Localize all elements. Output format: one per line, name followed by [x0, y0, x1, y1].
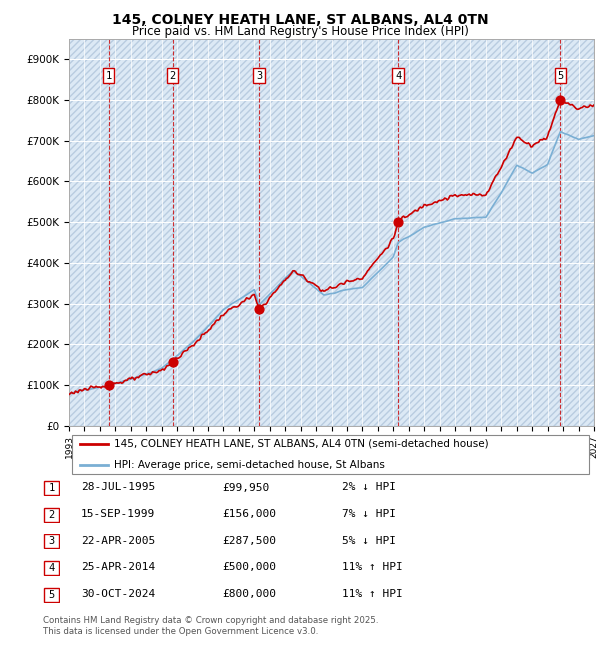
Text: 2: 2 — [49, 510, 55, 520]
FancyBboxPatch shape — [71, 435, 589, 474]
Text: 145, COLNEY HEATH LANE, ST ALBANS, AL4 0TN (semi-detached house): 145, COLNEY HEATH LANE, ST ALBANS, AL4 0… — [113, 439, 488, 448]
FancyBboxPatch shape — [44, 534, 59, 549]
Point — [104, 380, 113, 390]
Text: 3: 3 — [256, 71, 262, 81]
Text: 30-OCT-2024: 30-OCT-2024 — [81, 589, 155, 599]
Point — [394, 217, 403, 228]
Text: 4: 4 — [49, 563, 55, 573]
Text: Price paid vs. HM Land Registry's House Price Index (HPI): Price paid vs. HM Land Registry's House … — [131, 25, 469, 38]
Text: 28-JUL-1995: 28-JUL-1995 — [81, 482, 155, 493]
FancyBboxPatch shape — [44, 561, 59, 575]
Text: £800,000: £800,000 — [222, 589, 276, 599]
FancyBboxPatch shape — [44, 588, 59, 602]
Text: 25-APR-2014: 25-APR-2014 — [81, 562, 155, 573]
Text: 4: 4 — [395, 71, 401, 81]
Text: 5% ↓ HPI: 5% ↓ HPI — [342, 536, 396, 546]
FancyBboxPatch shape — [44, 481, 59, 495]
Point — [254, 304, 264, 314]
FancyBboxPatch shape — [44, 508, 59, 522]
Text: 1: 1 — [106, 71, 112, 81]
Point — [168, 357, 178, 367]
Text: £156,000: £156,000 — [222, 509, 276, 519]
Text: 22-APR-2005: 22-APR-2005 — [81, 536, 155, 546]
Text: 5: 5 — [557, 71, 563, 81]
Text: £500,000: £500,000 — [222, 562, 276, 573]
Text: 1: 1 — [49, 483, 55, 493]
Point — [556, 95, 565, 105]
Text: 11% ↑ HPI: 11% ↑ HPI — [342, 562, 403, 573]
Text: 15-SEP-1999: 15-SEP-1999 — [81, 509, 155, 519]
Text: 145, COLNEY HEATH LANE, ST ALBANS, AL4 0TN: 145, COLNEY HEATH LANE, ST ALBANS, AL4 0… — [112, 13, 488, 27]
Text: HPI: Average price, semi-detached house, St Albans: HPI: Average price, semi-detached house,… — [113, 460, 385, 470]
Text: 11% ↑ HPI: 11% ↑ HPI — [342, 589, 403, 599]
Text: 2: 2 — [169, 71, 176, 81]
Text: 7% ↓ HPI: 7% ↓ HPI — [342, 509, 396, 519]
Text: 3: 3 — [49, 536, 55, 547]
Text: £287,500: £287,500 — [222, 536, 276, 546]
Text: £99,950: £99,950 — [222, 482, 269, 493]
Text: 5: 5 — [49, 590, 55, 600]
Text: 2% ↓ HPI: 2% ↓ HPI — [342, 482, 396, 493]
Text: Contains HM Land Registry data © Crown copyright and database right 2025.
This d: Contains HM Land Registry data © Crown c… — [43, 616, 379, 636]
